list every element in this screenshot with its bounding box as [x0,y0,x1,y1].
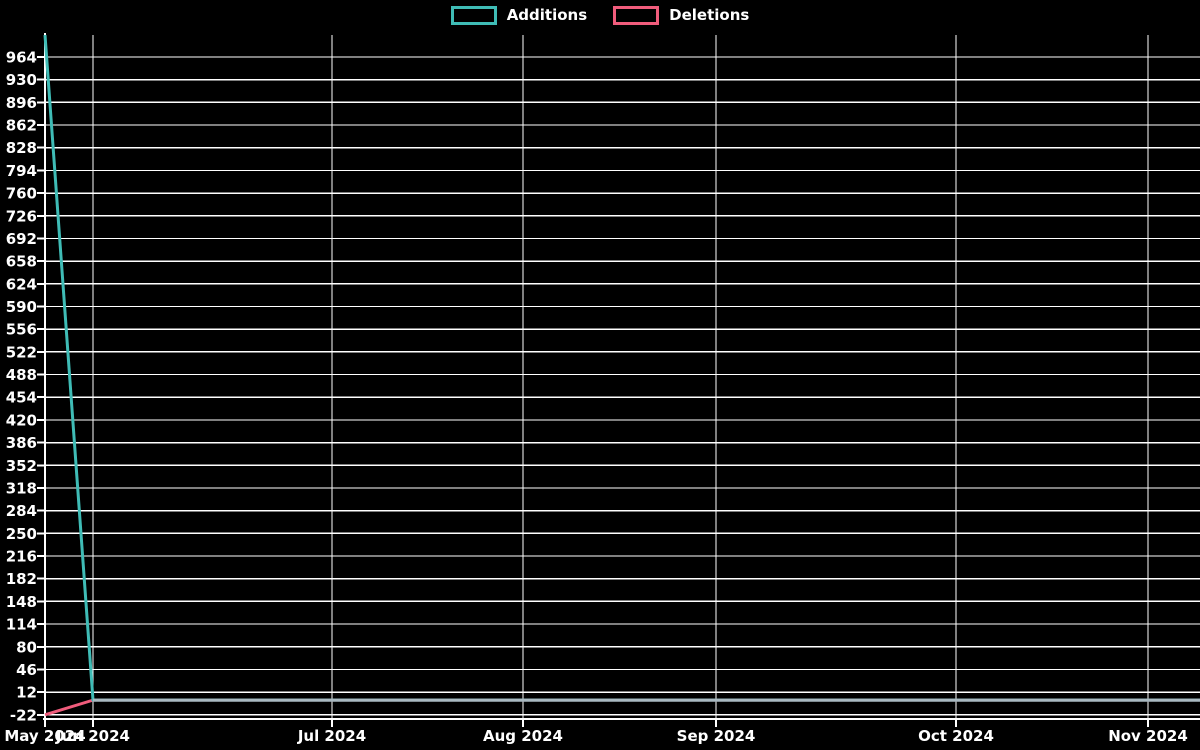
y-tick-label: 352 [6,457,37,475]
y-tick-label: 318 [6,479,37,497]
y-tick-label: 590 [6,298,37,316]
y-tick-label: 250 [6,525,37,543]
x-tick-label: Nov 2024 [1108,727,1188,745]
y-tick-label: 896 [6,94,37,112]
y-tick-label: -22 [10,706,37,724]
y-tick-label: 488 [6,366,37,384]
additions-legend-label: Additions [506,6,588,24]
legend-item-additions[interactable]: Additions [450,6,588,25]
y-tick-label: 658 [6,253,37,271]
y-tick-label: 46 [16,661,37,679]
x-tick-label: Oct 2024 [918,727,994,745]
x-tick-label: May 2024 [4,727,85,745]
y-tick-label: 930 [6,71,37,89]
y-tick-label: 964 [6,49,37,67]
x-tick-label: Sep 2024 [677,727,756,745]
y-tick-label: 182 [6,570,37,588]
y-tick-label: 80 [16,638,37,656]
y-tick-label: 12 [16,684,37,702]
x-tick-label: Jun 2024 [55,727,130,745]
y-tick-label: 692 [6,230,37,248]
chart-legend: Additions Deletions [0,6,1200,25]
y-tick-label: 284 [6,502,37,520]
y-tick-label: 386 [6,434,37,452]
additions-swatch-icon [450,6,497,25]
deletions-legend-label: Deletions [669,6,750,24]
y-tick-label: 454 [6,389,37,407]
legend-item-deletions[interactable]: Deletions [613,6,749,25]
x-tick-label: Aug 2024 [483,727,563,745]
y-tick-label: 420 [6,411,37,429]
y-tick-label: 760 [6,185,37,203]
y-tick-label: 726 [6,207,37,225]
y-tick-label: 216 [6,548,37,566]
y-tick-label: 862 [6,117,37,135]
y-tick-label: 794 [6,162,37,180]
y-tick-label: 624 [6,275,37,293]
y-tick-label: 556 [6,321,37,339]
y-tick-label: 114 [6,616,37,634]
y-tick-label: 148 [6,593,37,611]
y-tick-label: 828 [6,139,37,157]
y-tick-label: 522 [6,343,37,361]
deletions-swatch-icon [613,6,660,25]
x-tick-label: Jul 2024 [297,727,366,745]
